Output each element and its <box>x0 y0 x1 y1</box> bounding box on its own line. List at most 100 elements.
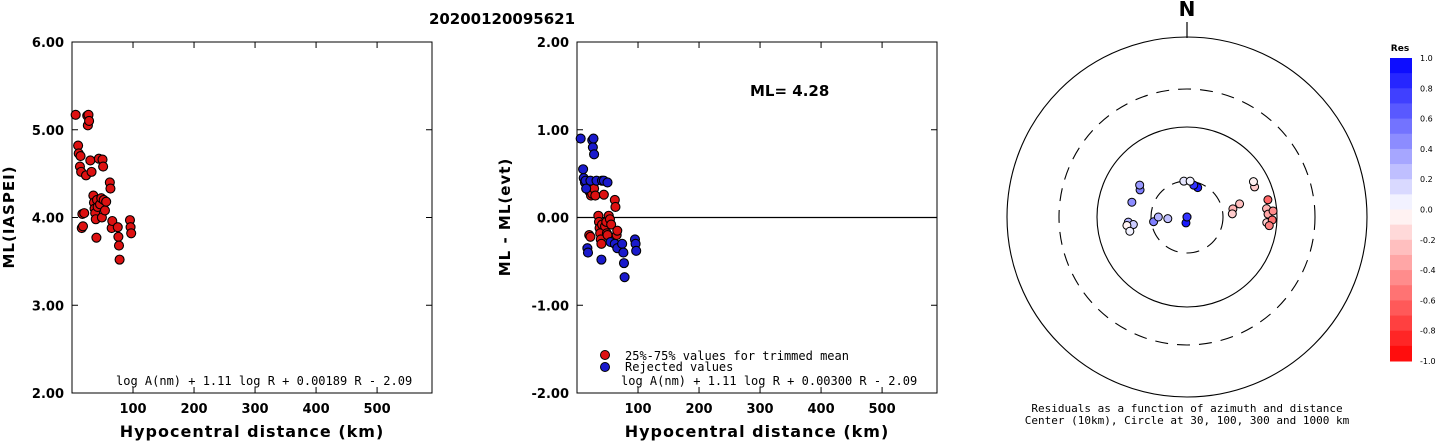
residual-point <box>1135 180 1145 190</box>
x-tick-labels: 100 200 300 400 500 <box>624 42 896 417</box>
north-label: N <box>1179 0 1196 21</box>
residual-point <box>1185 176 1195 186</box>
colorbar-cell <box>1390 179 1412 195</box>
data-point <box>602 177 613 188</box>
data-point <box>631 245 642 256</box>
data-point <box>596 238 607 249</box>
data-point <box>588 133 599 144</box>
legend-label-used: 25%-75% values for trimmed mean <box>625 349 849 363</box>
data-point <box>598 189 609 200</box>
legend: 25%-75% values for trimmed mean Rejected… <box>600 349 849 374</box>
colorbar-cell <box>1390 345 1412 362</box>
figure-title: 20200120095621 <box>429 10 575 28</box>
data-point <box>99 205 110 216</box>
x-axis-label: Hypocentral distance (km) <box>625 422 890 441</box>
data-point <box>101 196 112 207</box>
colorbar-cell <box>1390 270 1412 286</box>
y-axis-label: ML(IASPEI) <box>0 165 18 268</box>
y-axis-label: ML - ML(evt) <box>496 158 514 276</box>
colorbar-title: Res <box>1391 44 1409 54</box>
y-tick-label: 1.00 <box>537 124 569 139</box>
data-point <box>612 225 623 236</box>
data-points <box>70 109 137 265</box>
data-point <box>596 254 607 265</box>
colorbar-cell <box>1390 58 1412 74</box>
x-tick-label: 500 <box>364 402 391 417</box>
y-tick-label: 2.00 <box>32 387 64 402</box>
colorbar-cell <box>1390 330 1412 347</box>
colorbar-cell <box>1390 300 1412 317</box>
x-axis-label: Hypocentral distance (km) <box>120 422 385 441</box>
distance-rings <box>1006 36 1368 398</box>
data-point <box>114 254 125 265</box>
colorbar-tick-labels: 1.0 0.8 0.6 0.4 0.2 0.0 -0.2 -0.4 -0.6 -0.8 -1.0 <box>1420 54 1436 366</box>
residual-point <box>1127 197 1137 207</box>
x-tick-label: 500 <box>869 402 896 417</box>
colorbar-tick-label: -0.4 <box>1420 266 1436 275</box>
colorbar-cell <box>1390 239 1412 256</box>
residual-vs-distance-chart: -2.00 -1.00 0.00 1.00 2.00 100 200 300 400 500 M… <box>496 36 938 441</box>
colorbar-cell <box>1390 254 1412 271</box>
colorbar-cell <box>1390 118 1412 135</box>
ring-1000km <box>1006 36 1368 398</box>
colorbar-tick-label: -1.0 <box>1420 357 1436 366</box>
colorbar-cell <box>1390 209 1412 226</box>
x-tick-label: 100 <box>119 402 146 417</box>
residual-point <box>1227 209 1237 219</box>
data-point <box>606 219 617 230</box>
y-tick-label: 5.00 <box>32 124 64 139</box>
colorbar-tick-label: -0.2 <box>1420 236 1436 245</box>
data-point <box>581 183 592 194</box>
data-point <box>79 208 90 219</box>
colorbar-tick-label: -0.8 <box>1420 327 1436 336</box>
data-point <box>610 201 621 213</box>
residual-point <box>1248 177 1258 187</box>
x-tick-labels: 100 200 300 400 500 <box>119 42 391 417</box>
x-tick-label: 200 <box>685 402 712 417</box>
residual-point <box>1125 226 1135 236</box>
colorbar-tick-label: 0.2 <box>1420 175 1433 184</box>
residual-point <box>1163 214 1173 224</box>
residual-point <box>1263 195 1273 205</box>
magnitude-formula: log A(nm) + 1.11 log R + 0.00189 R - 2.0… <box>116 374 412 388</box>
x-tick-label: 400 <box>302 402 329 417</box>
x-tick-label: 100 <box>624 402 651 417</box>
y-tick-label: 3.00 <box>32 299 64 314</box>
data-point <box>585 231 596 242</box>
colorbar-cell <box>1390 133 1412 150</box>
colorbar-cell <box>1390 88 1412 104</box>
y-tick-label: 4.00 <box>32 212 64 227</box>
caption-line-2: Center (10km), Circle at 30, 100, 300 an… <box>1025 414 1350 427</box>
data-point <box>86 166 97 177</box>
data-point <box>77 221 89 232</box>
data-point <box>75 151 86 162</box>
residual-point <box>1235 199 1245 209</box>
y-tick-label: 2.00 <box>537 36 569 51</box>
data-point <box>126 228 137 239</box>
data-point <box>84 115 95 127</box>
data-point <box>575 133 586 144</box>
caption-line-1: Residuals as a function of azimuth and d… <box>1031 402 1342 415</box>
data-point <box>105 183 116 194</box>
colorbar-cell <box>1390 315 1412 332</box>
ml-annotation: ML= 4.28 <box>750 82 829 100</box>
colorbar-tick-label: -0.6 <box>1420 296 1436 305</box>
colorbar-cells <box>1390 58 1412 362</box>
residual-point <box>1264 221 1274 231</box>
ring-30km <box>1150 180 1224 254</box>
azimuth-distance-chart: N Residuals as a function of azimuth and… <box>1006 0 1436 427</box>
data-points <box>575 133 642 283</box>
y-tick-label: -2.00 <box>532 387 569 402</box>
data-point <box>85 155 96 166</box>
residual-points <box>1122 176 1278 236</box>
residual-colorbar: Res 1.0 0.8 0.6 0.4 0.2 0.0 -0.2 -0.4 -0.6 -0.8 -1… <box>1390 44 1436 366</box>
residual-point <box>1153 212 1163 222</box>
colorbar-cell <box>1390 285 1412 301</box>
x-tick-label: 400 <box>807 402 834 417</box>
data-point <box>590 190 601 201</box>
data-point <box>91 232 102 243</box>
data-point <box>112 222 123 233</box>
ring-300km <box>1058 88 1316 346</box>
x-tick-label: 300 <box>241 402 268 417</box>
